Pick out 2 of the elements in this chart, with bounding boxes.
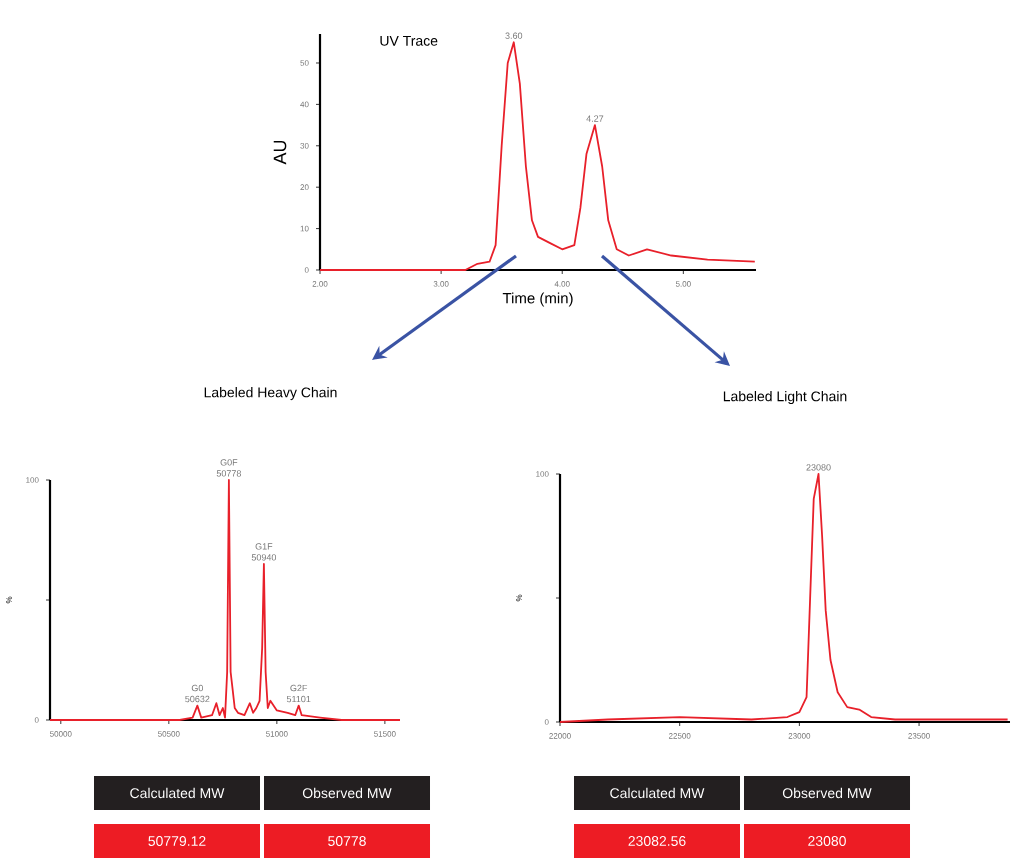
y-axis-title: AU: [273, 140, 287, 165]
line-series: [49, 479, 401, 721]
